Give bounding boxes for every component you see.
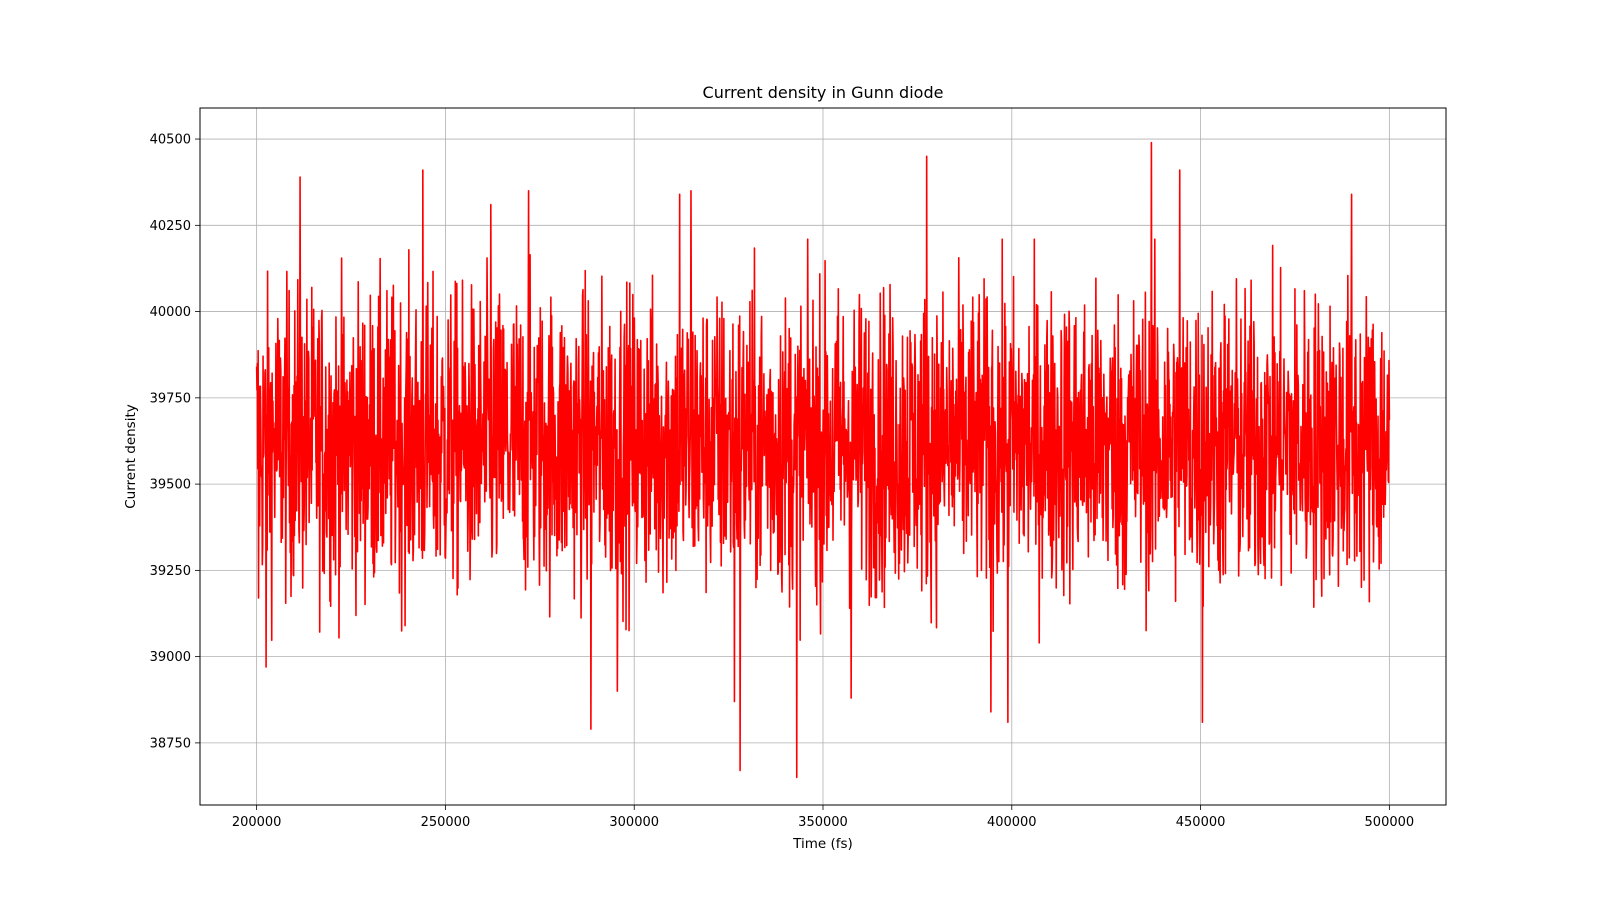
x-axis-label: Time (fs) xyxy=(792,836,853,852)
series-group xyxy=(255,141,1391,779)
chart-title: Current density in Gunn diode xyxy=(703,83,944,102)
y-tick-label: 39000 xyxy=(150,650,191,665)
y-tick-label: 40500 xyxy=(150,133,191,148)
x-tick-label: 350000 xyxy=(798,815,848,830)
x-tick-label: 400000 xyxy=(987,815,1037,830)
y-tick-label: 39250 xyxy=(150,564,191,579)
x-tick-label: 200000 xyxy=(232,815,282,830)
ticks-group: 200000 250000 300000 350000 400000 450000 5000… xyxy=(150,133,1415,830)
series-line xyxy=(255,141,1391,779)
y-tick-label: 38750 xyxy=(150,736,191,751)
x-tick-label: 300000 xyxy=(609,815,659,830)
y-tick-label: 40000 xyxy=(150,305,191,320)
y-tick-label: 39500 xyxy=(150,478,191,493)
y-axis-label: Current density xyxy=(123,404,139,509)
x-tick-label: 500000 xyxy=(1365,815,1415,830)
x-tick-label: 450000 xyxy=(1176,815,1226,830)
y-tick-label: 39750 xyxy=(150,391,191,406)
x-tick-label: 250000 xyxy=(421,815,471,830)
y-tick-label: 40250 xyxy=(150,219,191,234)
